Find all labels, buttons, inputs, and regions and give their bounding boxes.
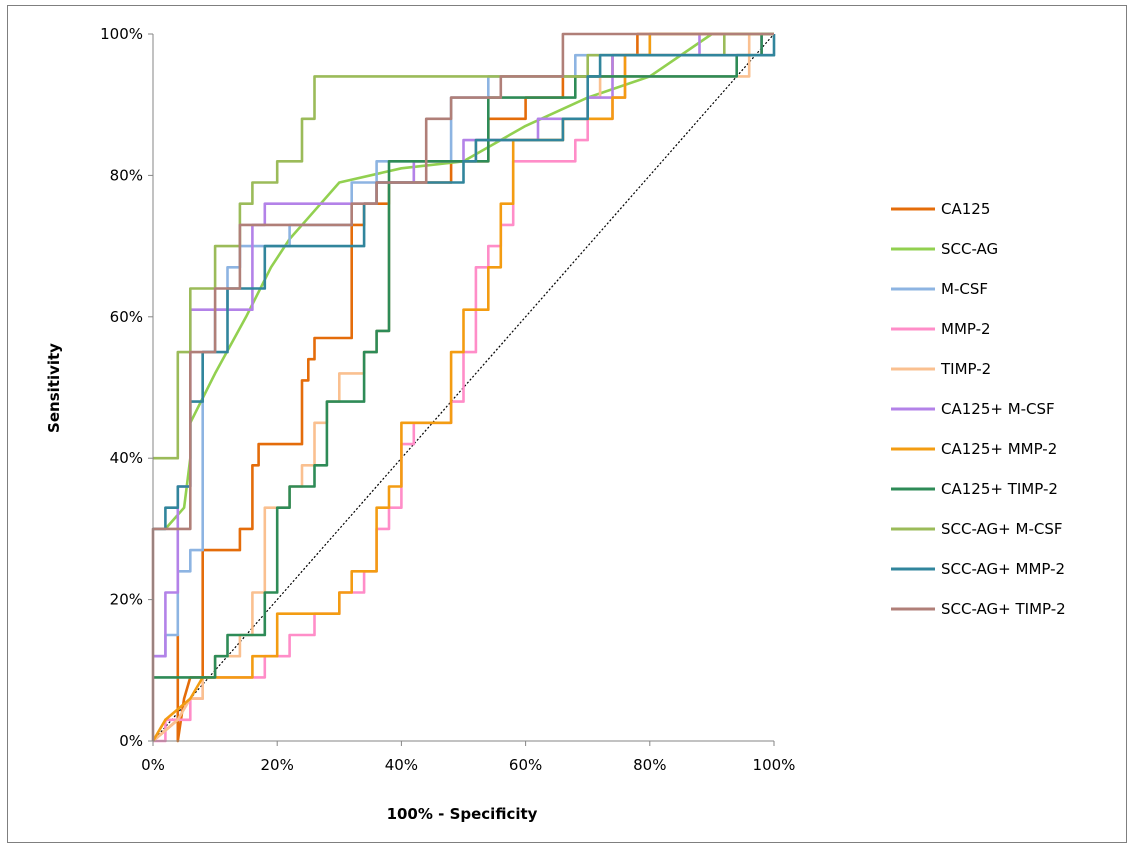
y-tick-label: 80% <box>110 166 143 184</box>
y-tick-label: 40% <box>110 449 143 467</box>
legend-label-scc-ag-mmp-2: SCC-AG+ MMP-2 <box>941 560 1065 578</box>
series-line-scc-ag <box>164 32 774 530</box>
legend-label-scc-ag: SCC-AG <box>941 240 998 258</box>
legend-label-scc-ag-m-csf: SCC-AG+ M-CSF <box>941 520 1063 538</box>
legend-label-scc-ag-timp-2: SCC-AG+ TIMP-2 <box>941 600 1066 618</box>
axis-layer: 0% 20% 40% 60% 80% 100% 0% 20% 40% 60% 80% 100% <box>100 25 795 774</box>
y-tick-label: 20% <box>110 591 143 609</box>
y-tick-label: 60% <box>110 308 143 326</box>
y-tick-label: 0% <box>119 732 143 750</box>
series-line-ca125-mmp-2 <box>151 32 774 742</box>
legend-label-ca125: CA125 <box>941 200 990 218</box>
x-tick-label: 100% <box>753 756 796 774</box>
legend-label-ca125-mmp-2: CA125+ MMP-2 <box>941 440 1057 458</box>
legend-label-ca125-m-csf: CA125+ M-CSF <box>941 400 1055 418</box>
series-line-scc-ag-mmp-2 <box>153 34 776 531</box>
x-axis-title: 100% - Specificity <box>387 805 538 823</box>
legend-label-m-csf: M-CSF <box>941 280 988 298</box>
series-line-scc-ag-timp-2 <box>151 32 774 741</box>
x-tick-label: 60% <box>509 756 542 774</box>
reference-diagonal-line <box>152 33 775 742</box>
y-tick-label: 100% <box>100 25 143 43</box>
legend-label-ca125-timp-2: CA125+ TIMP-2 <box>941 480 1058 498</box>
x-tick-label: 40% <box>385 756 418 774</box>
legend: CA125 SCC-AG M-CSF MMP-2 TIMP-2 CA125+ M-CSF C… <box>891 200 1066 618</box>
x-tick-label: 20% <box>261 756 294 774</box>
chart-frame <box>7 5 1127 843</box>
series-line-scc-ag-m-csf <box>153 32 774 460</box>
legend-label-timp-2: TIMP-2 <box>940 360 991 378</box>
legend-label-mmp-2: MMP-2 <box>941 320 991 338</box>
series-line-mmp-2 <box>153 32 774 743</box>
y-axis-title: Sensitivity <box>45 343 63 433</box>
x-tick-label: 0% <box>141 756 165 774</box>
series-layer <box>151 32 776 743</box>
x-tick-label: 80% <box>633 756 666 774</box>
